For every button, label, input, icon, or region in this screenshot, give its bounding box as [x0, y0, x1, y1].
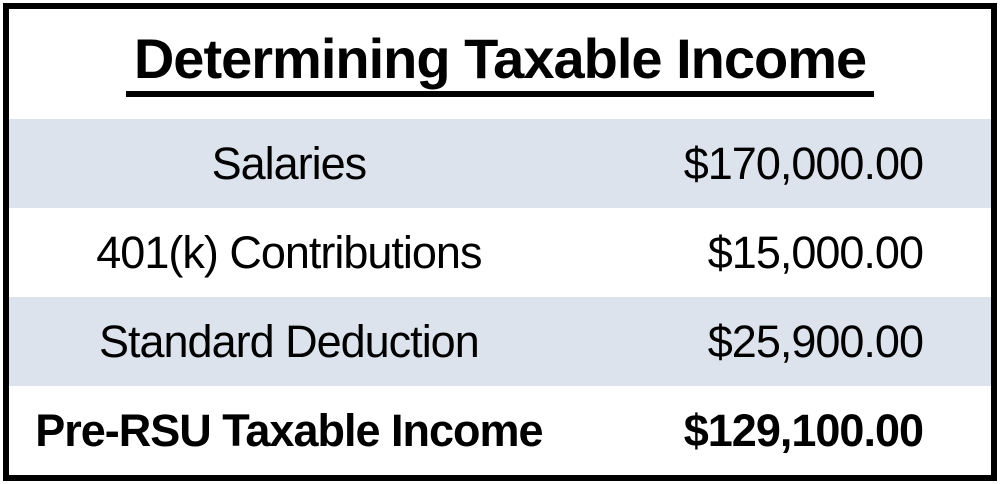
row-label-standard-deduction: Standard Deduction — [98, 315, 480, 367]
table-row-total: Pre-RSU Taxable Income $129,100.00 — [9, 386, 991, 475]
table-row: 401(k) Contributions $15,000.00 — [9, 208, 991, 297]
row-label-401k-contributions: 401(k) Contributions — [96, 226, 482, 278]
table-title-row: Determining Taxable Income — [9, 9, 991, 119]
table-row: Standard Deduction $25,900.00 — [9, 297, 991, 386]
row-label-pre-rsu-taxable-income: Pre-RSU Taxable Income — [35, 404, 543, 456]
row-label-salaries: Salaries — [211, 137, 368, 189]
table-frame: Determining Taxable Income Salaries $170… — [3, 3, 997, 481]
page-title: Determining Taxable Income — [125, 31, 875, 97]
row-value-standard-deduction: $25,900.00 — [707, 315, 924, 367]
table-row: Salaries $170,000.00 — [9, 119, 991, 208]
row-value-salaries: $170,000.00 — [683, 137, 924, 189]
row-value-401k-contributions: $15,000.00 — [707, 226, 924, 278]
row-value-pre-rsu-taxable-income: $129,100.00 — [683, 404, 924, 456]
